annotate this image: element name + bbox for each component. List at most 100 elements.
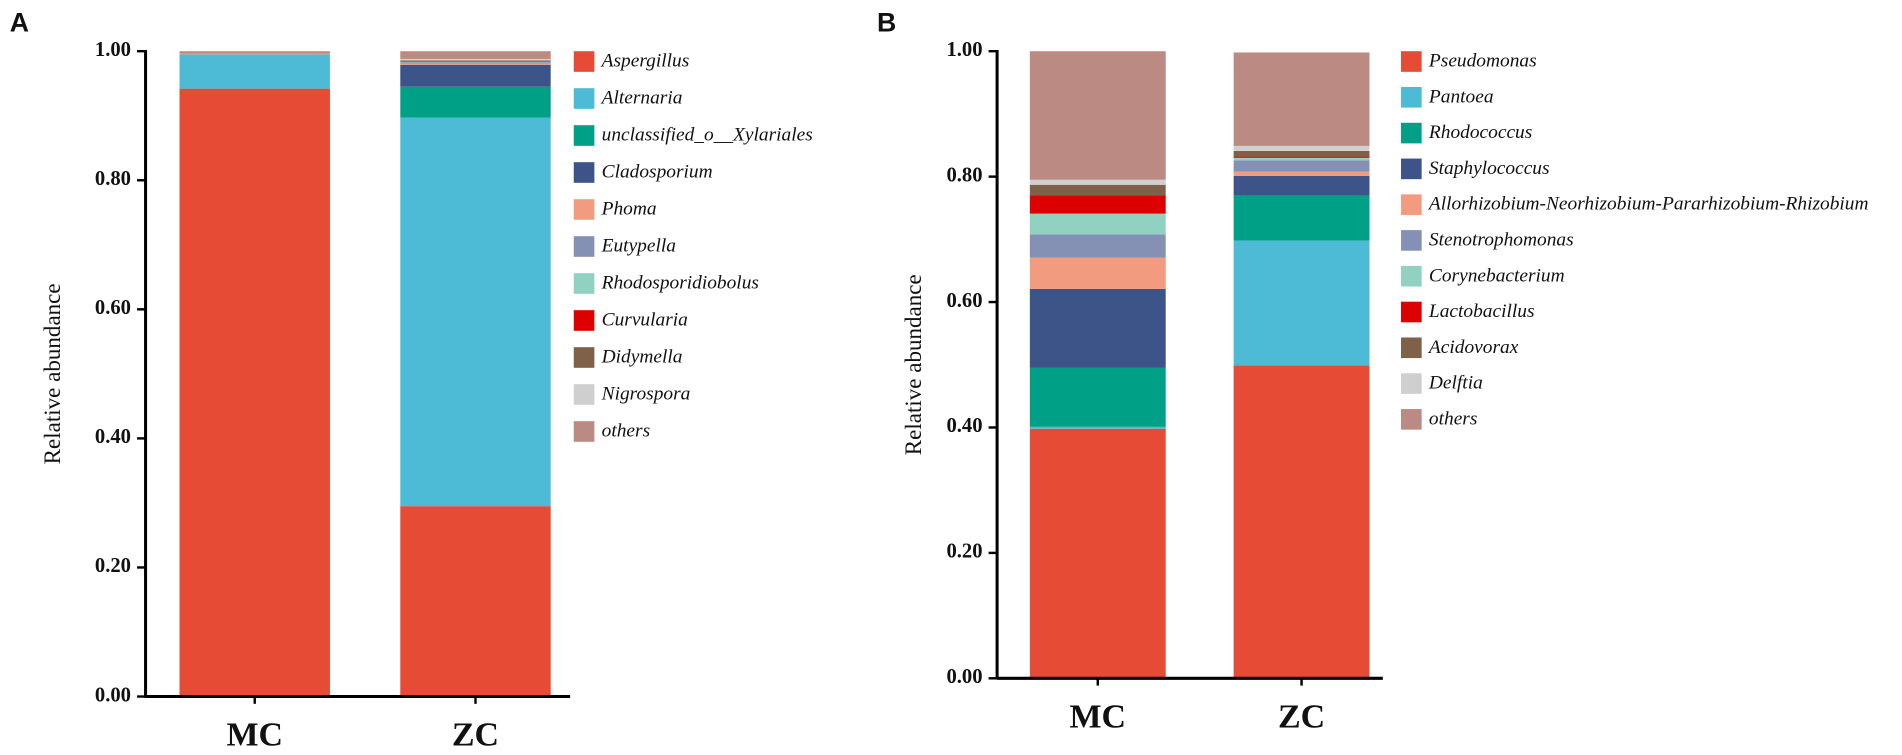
y-tick-label: 1.00 [95,39,131,61]
legend-label: Aspergillus [600,51,690,72]
legend-label: Phoma [601,199,657,220]
legend-swatch [573,125,595,146]
bar-segment [1233,240,1370,366]
legend-swatch [573,199,595,220]
legend-label: Pseudomonas [1428,51,1537,72]
legend-label: Rhodococcus [1428,122,1532,143]
bar-segment [400,63,551,65]
bar-segment [1233,160,1370,172]
y-tick-label: 0.00 [946,666,982,688]
x-tick-label: MC [1069,698,1126,735]
y-axis-label: Relative abundance [900,274,926,455]
y-tick-label: 0.40 [95,426,131,448]
bar-segment [400,58,551,61]
legend-swatch [573,88,595,109]
y-tick-label: 0.40 [946,415,982,437]
y-tick-label: 0.80 [95,168,131,190]
panel-label: A [10,8,29,38]
bar-segment [1233,175,1370,196]
y-tick-label: 0.60 [95,297,131,319]
legend-label: Curvularia [602,310,688,331]
legend-label: Cladosporium [602,162,713,183]
legend-swatch [1401,301,1422,323]
bar-segment [1233,365,1370,679]
bar-segment [1029,195,1166,214]
bar-segment [400,60,551,61]
bar-segment [1233,171,1370,176]
y-tick-label: 0.20 [95,555,131,577]
bar-segment [400,86,551,118]
bar-segment [179,51,330,54]
panel-label: B [877,8,896,38]
bar-segment [1029,257,1166,289]
legend-label: Corynebacterium [1429,265,1565,286]
legend-swatch [1401,158,1422,180]
y-axis-label: Relative abundance [39,283,65,464]
legend-label: Lactobacillus [1428,301,1535,322]
legend-label: Stenotrophomonas [1429,229,1574,250]
legend-label: unclassified_o__Xylariales [602,125,813,146]
legend-label: Allorhizobium-Neorhizobium-Pararhizobium… [1427,194,1869,215]
x-tick-label: ZC [452,717,499,754]
bar-segment [1029,426,1166,429]
bar-segment [1029,428,1166,679]
bar-segment [400,60,551,62]
legend-swatch [573,51,595,72]
legend-swatch [573,236,595,257]
legend-swatch [1401,230,1422,251]
bar-segment [400,64,551,87]
legend-label: others [602,421,650,442]
legend-swatch [573,347,595,368]
legend-swatch [1401,194,1422,215]
y-tick-label: 1.00 [946,39,982,61]
bar-segment [1029,184,1166,196]
bar-segment [1029,213,1166,235]
legend-label: Eutypella [601,236,676,257]
legend-swatch [1401,265,1422,287]
y-tick-label: 0.60 [946,290,982,312]
legend-label: others [1429,408,1477,429]
bar-segment [1029,288,1166,368]
y-tick-label: 0.00 [95,684,131,706]
bar-segment [400,61,551,63]
bar-segment [400,117,551,507]
bar-segment [179,53,330,55]
bar-segment [400,51,551,59]
legend-swatch [573,310,595,331]
legend-label: Pantoea [1428,86,1494,107]
legend-swatch [1401,51,1422,72]
legend-label: Alternaria [600,88,683,109]
bar-segment [1233,195,1370,241]
legend-swatch [573,273,595,294]
bar-segment [1233,145,1370,151]
legend-swatch [1401,86,1422,108]
legend-swatch [573,384,595,405]
y-tick-label: 0.80 [946,164,982,186]
bar-segment [179,54,330,89]
legend-label: Staphylococcus [1429,158,1550,179]
legend-swatch [1401,337,1422,359]
y-tick-label: 0.20 [946,541,982,563]
bar-segment [1233,150,1370,157]
bar-segment [400,506,551,697]
legend-swatch [573,162,595,183]
legend-label: Acidovorax [1427,337,1519,358]
legend-swatch [573,421,595,442]
bar-segment [1029,51,1166,180]
x-tick-label: ZC [1278,698,1325,735]
bar-segment [1029,179,1166,185]
bar-segment [179,88,330,697]
bar-segment [400,62,551,64]
legend-swatch [1401,373,1422,394]
bar-segment [1029,234,1166,258]
legend-label: Delftia [1428,373,1483,394]
bar-segment [1029,367,1166,427]
legend-swatch [1401,409,1422,430]
legend-swatch [1401,122,1422,144]
bar-segment [1233,157,1370,161]
legend-label: Nigrospora [601,384,691,405]
bar-segment [1233,52,1370,146]
x-tick-label: MC [226,717,283,754]
bar-segment [1233,156,1370,158]
